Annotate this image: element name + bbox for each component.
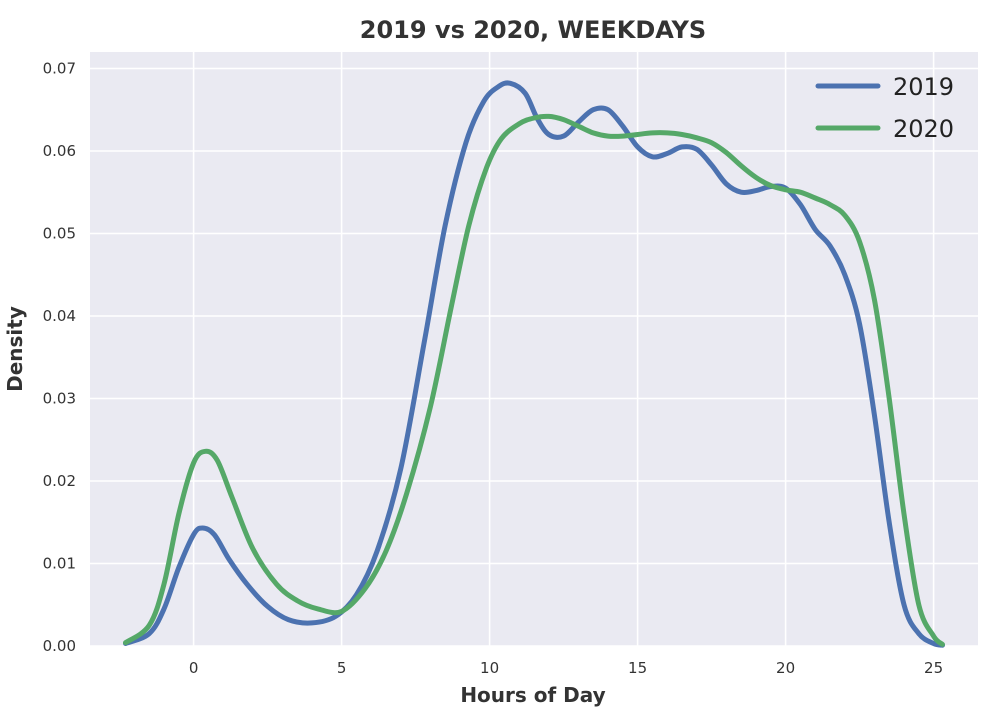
y-tick-label: 0.02: [43, 472, 76, 490]
legend-label-2020: 2020: [893, 115, 954, 143]
series-line-2019: [123, 80, 945, 648]
plot-background: [90, 52, 978, 646]
y-tick-label: 0.00: [43, 637, 76, 655]
x-tick-labels: 0 5 10 15 20 25: [189, 659, 943, 677]
y-tick-label: 0.07: [43, 60, 76, 78]
chart-title: 2019 vs 2020, WEEKDAYS: [360, 16, 706, 44]
x-tick-label: 20: [776, 659, 795, 677]
y-tick-label: 0.05: [43, 225, 76, 243]
legend-label-2019: 2019: [893, 73, 954, 101]
y-tick-label: 0.04: [43, 307, 76, 325]
series-line-2020: [123, 113, 945, 647]
legend: 2019 2020: [815, 73, 954, 143]
x-tick-label: 15: [628, 659, 647, 677]
x-tick-label: 25: [924, 659, 943, 677]
y-tick-label: 0.03: [43, 390, 76, 408]
grid-y: [90, 67, 978, 647]
x-tick-label: 10: [480, 659, 499, 677]
x-tick-label: 5: [337, 659, 347, 677]
y-axis-label: Density: [3, 306, 27, 392]
y-tick-labels: 0.00 0.01 0.02 0.03 0.04 0.05 0.06 0.07: [43, 60, 76, 656]
y-tick-label: 0.06: [43, 142, 76, 160]
x-axis-label: Hours of Day: [460, 683, 605, 707]
x-tick-label: 0: [189, 659, 199, 677]
series-layer: [123, 80, 945, 648]
y-tick-label: 0.01: [43, 555, 76, 573]
